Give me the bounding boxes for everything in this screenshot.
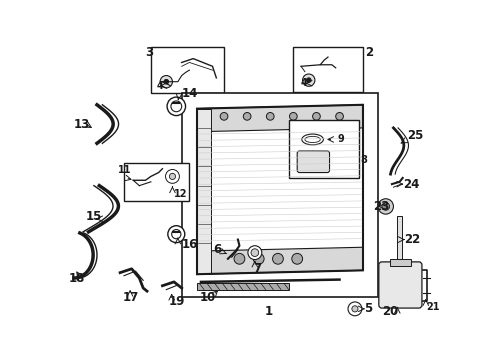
Text: 8: 8 [360, 155, 366, 165]
Text: 20: 20 [381, 305, 397, 318]
Text: 15: 15 [85, 210, 102, 223]
Circle shape [266, 112, 274, 120]
Circle shape [291, 253, 302, 264]
Circle shape [381, 203, 389, 210]
Bar [197, 109, 210, 274]
Circle shape [163, 80, 168, 84]
Circle shape [171, 230, 181, 239]
Text: 7: 7 [253, 261, 261, 275]
Circle shape [171, 101, 182, 112]
Circle shape [312, 112, 320, 120]
Text: 6: 6 [213, 243, 221, 256]
Text: 2: 2 [364, 46, 372, 59]
Circle shape [160, 76, 172, 88]
Ellipse shape [301, 134, 323, 145]
Circle shape [250, 249, 258, 256]
Text: 19: 19 [168, 294, 184, 308]
Circle shape [306, 78, 310, 82]
Circle shape [234, 253, 244, 264]
Text: 12: 12 [174, 189, 187, 199]
Bar [389, 259, 410, 266]
Text: 23: 23 [372, 200, 388, 213]
Text: 3: 3 [145, 46, 153, 59]
Polygon shape [197, 105, 362, 132]
FancyBboxPatch shape [378, 262, 421, 308]
Circle shape [165, 170, 179, 183]
Circle shape [347, 302, 361, 316]
Text: 14: 14 [182, 87, 198, 100]
Text: 25: 25 [407, 129, 423, 142]
Text: 21: 21 [425, 302, 438, 311]
Bar [182, 93, 377, 297]
Circle shape [247, 246, 261, 260]
Text: 17: 17 [122, 291, 139, 304]
Circle shape [335, 112, 343, 120]
Text: 4: 4 [301, 78, 307, 88]
Circle shape [169, 173, 175, 180]
Text: 10: 10 [199, 291, 215, 304]
Ellipse shape [305, 136, 320, 143]
Bar [151, 47, 224, 93]
Circle shape [253, 253, 264, 264]
Text: 11: 11 [118, 165, 131, 175]
Text: 9: 9 [337, 134, 343, 144]
Text: 13: 13 [74, 118, 90, 131]
Circle shape [167, 226, 184, 243]
Text: 18: 18 [68, 271, 85, 284]
Polygon shape [197, 247, 362, 274]
Text: 16: 16 [182, 238, 198, 251]
Circle shape [351, 306, 357, 312]
Circle shape [220, 112, 227, 120]
Circle shape [272, 253, 283, 264]
Bar [396, 216, 401, 263]
Circle shape [167, 97, 185, 116]
Bar [123, 163, 189, 201]
Text: 22: 22 [404, 233, 420, 246]
Text: 4: 4 [156, 81, 163, 91]
Bar [197, 283, 289, 289]
Bar [289, 120, 358, 178]
Circle shape [377, 199, 393, 214]
Text: 5: 5 [364, 302, 372, 315]
Text: 24: 24 [403, 177, 419, 190]
Circle shape [243, 112, 250, 120]
Bar [293, 47, 362, 92]
Circle shape [302, 74, 314, 86]
Circle shape [289, 112, 297, 120]
Text: 1: 1 [264, 305, 272, 318]
FancyBboxPatch shape [297, 151, 329, 172]
